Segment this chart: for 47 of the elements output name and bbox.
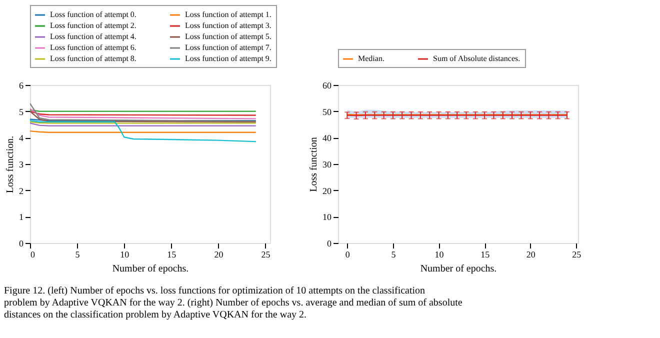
legend-label: Loss function of attempt 0.: [50, 10, 136, 19]
line-series: [30, 102, 256, 122]
y-tick-label: 2: [19, 186, 24, 196]
legend-label: Loss function of attempt 9.: [185, 54, 272, 63]
y-tick-label: 0: [19, 238, 24, 248]
x-tick-label: 10: [434, 250, 444, 260]
legend-label: Loss function of attempt 1.: [185, 10, 272, 19]
x-tick-label: 25: [261, 250, 271, 260]
legend-label: Median.: [358, 54, 384, 63]
legend-label: Loss function of attempt 7.: [185, 43, 272, 52]
x-tick-label: 15: [167, 250, 177, 260]
legend-label: Loss function of attempt 4.: [50, 32, 136, 41]
x-tick-label: 0: [30, 250, 36, 260]
line-series: [30, 110, 256, 122]
legend-label: Loss function of attempt 8.: [50, 54, 136, 63]
x-tick-label: 5: [75, 250, 80, 260]
legend-label: Loss function of attempt 6.: [50, 43, 136, 52]
y-axis-title: Loss function.: [5, 136, 16, 194]
x-tick-label: 5: [391, 250, 396, 260]
line-series: [30, 120, 256, 142]
line-series: [30, 108, 256, 120]
y-tick-label: 30: [322, 160, 332, 170]
legend-label: Loss function of attempt 2.: [50, 21, 136, 30]
y-tick-label: 5: [19, 106, 24, 117]
y-tick-label: 20: [322, 186, 332, 196]
x-axis-title: Number of epochs.: [420, 264, 497, 274]
y-tick-label: 3: [19, 160, 24, 170]
y-tick-label: 40: [322, 133, 332, 144]
legend-label: Loss function of attempt 3.: [185, 21, 272, 30]
y-tick-label: 60: [322, 80, 332, 90]
x-tick-label: 25: [572, 250, 582, 260]
y-tick-label: 10: [322, 212, 332, 222]
x-tick-label: 0: [345, 250, 350, 260]
x-tick-label: 10: [120, 250, 130, 260]
y-tick-label: 0: [327, 238, 332, 248]
legend-label: Sum of Absolute distances.: [433, 54, 520, 63]
x-tick-label: 20: [214, 250, 224, 260]
x-axis-title: Number of epochs.: [112, 264, 189, 274]
x-tick-label: 15: [480, 250, 490, 260]
y-tick-label: 1: [19, 212, 24, 222]
legend-label: Loss function of attempt 5.: [185, 32, 272, 41]
x-tick-label: 20: [526, 250, 536, 260]
y-tick-label: 50: [322, 106, 332, 117]
y-tick-label: 4: [19, 133, 24, 144]
y-axis-title: Loss function: [308, 137, 320, 192]
caption: Figure 12. (left) Number of epochs vs. loss functions for optimization of 10 attempts on the classification problem by Adaptive VQKAN for the way 2. (right) Number of epochs vs. average and median of sum of absolute distances on the classification problem by Adaptive VQKAN for the way 2.: [4, 286, 463, 320]
y-tick-label: 6: [19, 80, 24, 90]
